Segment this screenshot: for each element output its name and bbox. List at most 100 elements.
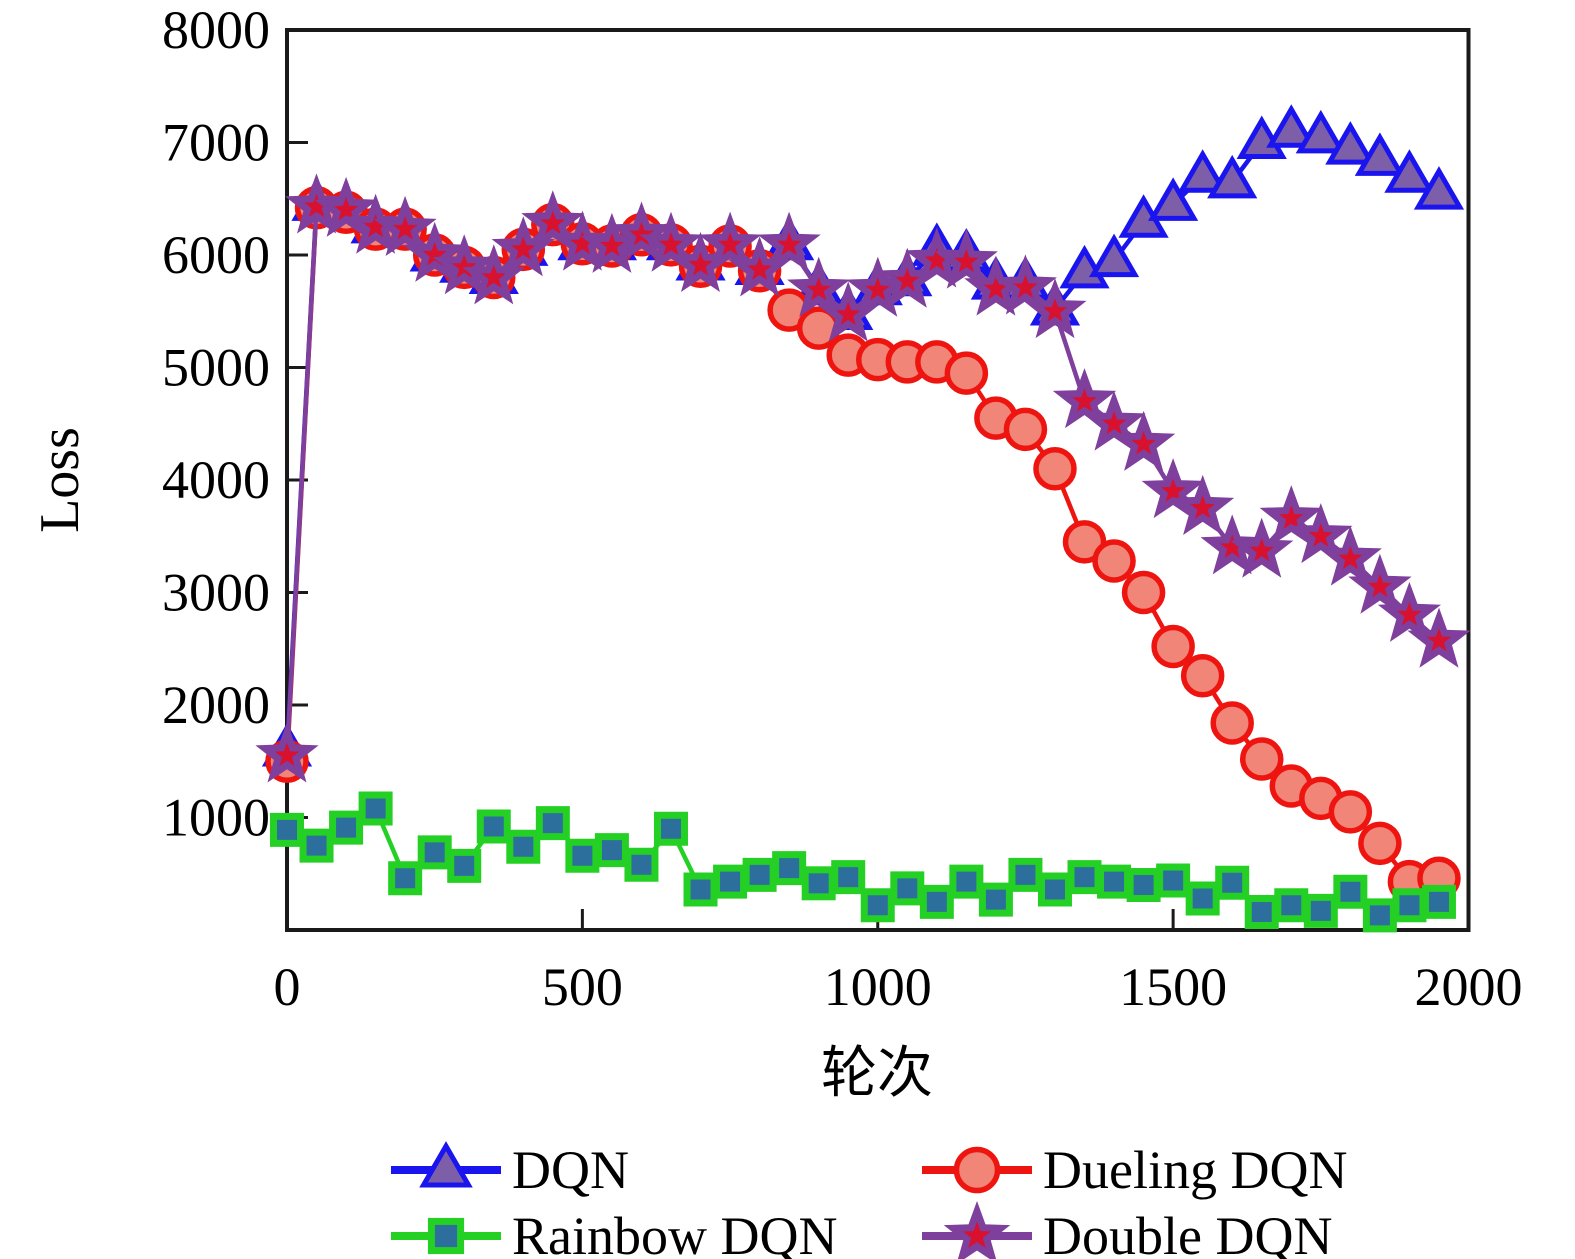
series-rainbow-dqn-marker xyxy=(919,884,954,919)
series-lines xyxy=(255,104,1471,933)
series-rainbow-dqn-marker xyxy=(535,806,570,841)
series-dueling-dqn-marker xyxy=(1092,539,1136,583)
x-tick-label: 500 xyxy=(542,957,623,1017)
series-rainbow-dqn-marker xyxy=(683,872,718,907)
legend: DQN Dueling DQN Rainbow DQN Double DQN xyxy=(391,1140,1347,1259)
series-rainbow-dqn-marker xyxy=(831,860,866,895)
y-tick-label: 4000 xyxy=(162,450,270,510)
y-tick-label: 7000 xyxy=(162,113,270,173)
series-dueling-dqn-marker xyxy=(1003,407,1048,452)
series-rainbow-dqn-marker xyxy=(1303,893,1338,928)
series-dueling-dqn-marker xyxy=(1358,821,1402,866)
series-dqn-marker xyxy=(1384,149,1435,193)
series-rainbow-dqn-marker xyxy=(506,829,541,864)
series-dueling-dqn-marker xyxy=(1121,570,1166,615)
series-rainbow-dqn-marker xyxy=(476,809,511,844)
series-rainbow-dqn-marker xyxy=(1215,865,1250,900)
series-rainbow-dqn-marker xyxy=(299,828,334,863)
series-double-dqn-marker xyxy=(1111,410,1176,471)
series-rainbow-dqn-marker xyxy=(742,857,777,892)
series-double-dqn-marker xyxy=(1052,368,1117,429)
x-tick-label: 0 xyxy=(274,957,301,1017)
y-tick-label: 3000 xyxy=(162,563,270,623)
series-rainbow-dqn-marker xyxy=(388,861,423,896)
series-rainbow-dqn-marker xyxy=(565,838,600,873)
series-double-dqn-marker xyxy=(993,254,1057,315)
series-dueling-dqn-marker xyxy=(1180,654,1225,698)
series-rainbow-dqn-marker xyxy=(949,864,984,899)
series-double-dqn-marker xyxy=(1230,517,1294,578)
y-tick-label: 1000 xyxy=(162,788,270,848)
series-rainbow-dqn xyxy=(270,791,1456,933)
x-tick-label: 1000 xyxy=(824,957,932,1017)
series-rainbow-dqn-marker xyxy=(1392,888,1427,923)
series-double-dqn-marker xyxy=(1289,503,1353,564)
series-rainbow-dqn-marker xyxy=(358,791,393,826)
series-double-dqn-marker xyxy=(1023,278,1087,339)
legend-item-double-dqn: Double DQN xyxy=(922,1200,1332,1259)
legend-item-dueling-dqn: Dueling DQN xyxy=(922,1140,1347,1200)
series-double-dqn-marker xyxy=(403,221,467,282)
y-tick-label: 8000 xyxy=(162,0,270,60)
series-double-dqn-marker xyxy=(787,256,851,317)
series-double-dqn-marker xyxy=(934,228,998,289)
series-dqn-marker xyxy=(1207,154,1258,199)
legend-label-rainbow-dqn: Rainbow DQN xyxy=(512,1206,837,1259)
series-rainbow-dqn-marker xyxy=(1185,881,1220,916)
series-rainbow-dqn-marker xyxy=(1156,863,1191,898)
legend-label-double-dqn: Double DQN xyxy=(1043,1206,1332,1259)
y-tick-label: 6000 xyxy=(162,225,270,285)
series-dueling-dqn-marker xyxy=(1210,701,1254,745)
series-double-dqn-marker xyxy=(1171,474,1235,535)
series-double-dqn-marker xyxy=(1082,390,1146,451)
series-rainbow-dqn-marker xyxy=(329,810,364,845)
series-dqn-marker xyxy=(1325,121,1376,165)
y-axis-label: Loss xyxy=(29,427,91,533)
series-double-dqn-marker xyxy=(1377,581,1442,642)
series-rainbow-dqn-marker xyxy=(890,871,925,906)
series-dqn-marker xyxy=(1266,104,1317,148)
series-double-dqn-marker xyxy=(639,211,703,272)
series-dueling-dqn-marker xyxy=(1328,790,1373,834)
series-rainbow-dqn-marker xyxy=(417,835,452,870)
series-dueling-dqn-marker xyxy=(1151,624,1195,669)
series-rainbow-dqn-marker xyxy=(1097,864,1132,899)
series-rainbow-dqn-marker xyxy=(270,812,304,847)
series-double-dqn-marker xyxy=(314,176,378,237)
series-double-dqn-marker xyxy=(1259,485,1323,546)
series-rainbow-dqn-marker xyxy=(1362,898,1397,933)
series-rainbow-dqn-marker xyxy=(860,888,895,923)
series-double-dqn-marker xyxy=(609,201,674,262)
series-rainbow-dqn-marker xyxy=(653,811,688,846)
series-double-dqn-marker xyxy=(1318,525,1382,586)
series-double-dqn xyxy=(255,173,1471,783)
series-dqn-marker xyxy=(1295,109,1346,154)
series-rainbow-dqn-marker xyxy=(1067,860,1102,895)
y-tick-label: 5000 xyxy=(162,338,270,398)
series-rainbow-dqn-marker xyxy=(447,848,482,883)
series-rainbow-dqn-marker xyxy=(1037,872,1072,907)
legend-circle-icon xyxy=(953,1146,1001,1194)
series-double-dqn-marker xyxy=(255,722,319,783)
series-dqn-marker xyxy=(1148,177,1199,221)
series-rainbow-dqn-marker xyxy=(624,847,659,882)
series-dqn xyxy=(261,104,1465,767)
y-tick-label: 2000 xyxy=(162,675,270,735)
series-rainbow-dqn-marker xyxy=(801,866,836,901)
legend-item-dqn: DQN xyxy=(391,1140,629,1200)
series-rainbow-dqn-marker xyxy=(713,864,748,899)
series-double-dqn-marker xyxy=(757,211,821,272)
series-dueling-dqn-marker xyxy=(1239,737,1284,781)
series-double-dqn-marker xyxy=(1141,458,1205,519)
series-double-dqn-marker xyxy=(432,234,496,295)
series-double-dqn-marker xyxy=(698,211,762,272)
series-dqn-marker xyxy=(1088,233,1140,278)
series-dqn-marker xyxy=(1177,149,1228,193)
series-rainbow-dqn-marker xyxy=(978,882,1013,917)
series-dqn-marker xyxy=(1413,166,1465,210)
series-rainbow-dqn-marker xyxy=(1421,884,1456,919)
series-double-dqn-marker xyxy=(521,190,585,251)
legend-label-dueling-dqn: Dueling DQN xyxy=(1043,1140,1347,1200)
series-dqn-marker xyxy=(1354,132,1405,176)
